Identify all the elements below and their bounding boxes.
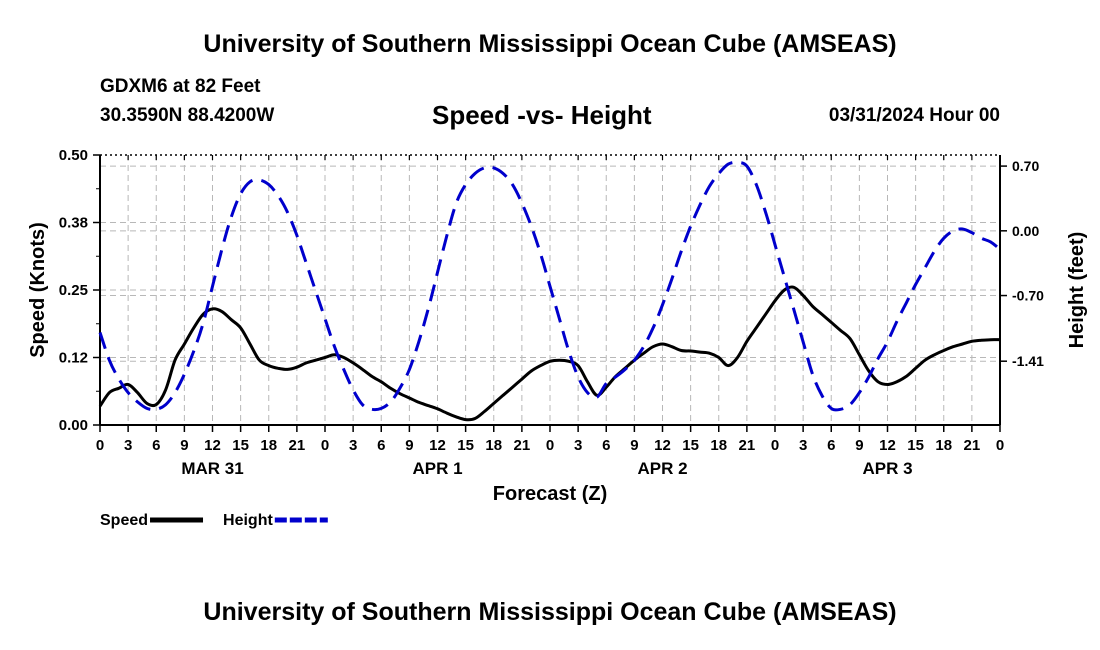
y2-tick-label: -0.70 <box>1012 288 1044 304</box>
chart-title: Speed -vs- Height <box>432 100 652 130</box>
y-axis-title: Speed (Knots) <box>27 222 49 358</box>
series-line-height <box>98 160 1001 412</box>
page-title: University of Southern Mississippi Ocean… <box>203 30 897 58</box>
x-tick-label: 9 <box>630 437 638 454</box>
x-tick-label: 3 <box>799 437 807 454</box>
x-tick-label: 6 <box>827 437 835 454</box>
y-tick-label: 0.38 <box>59 215 88 232</box>
x-tick-label: 15 <box>457 437 474 454</box>
x-tick-label: 21 <box>289 437 306 454</box>
x-tick-label: 12 <box>654 437 671 454</box>
forecast-date: 03/31/2024 Hour 00 <box>828 105 1000 126</box>
x-tick-label: 3 <box>574 437 582 454</box>
y-tick-label: 0.00 <box>59 417 88 434</box>
legend-label-speed: Speed <box>100 512 148 529</box>
y-tick-label: 0.12 <box>59 350 88 367</box>
x-tick-label: 0 <box>321 437 329 454</box>
x-tick-label: 18 <box>260 437 277 454</box>
x-tick-label: 6 <box>152 437 160 454</box>
y2-tick-label: 0.00 <box>1012 223 1039 239</box>
series-line-speed <box>98 285 1001 422</box>
x-tick-label: 0 <box>996 437 1004 454</box>
day-label: APR 1 <box>412 459 462 478</box>
day-label: APR 3 <box>862 459 912 478</box>
x-tick-label: 3 <box>349 437 357 454</box>
day-label: MAR 31 <box>181 459 243 478</box>
y2-axis-title: Height (feet) <box>1066 232 1088 349</box>
x-tick-label: 18 <box>935 437 952 454</box>
x-tick-label: 9 <box>855 437 863 454</box>
legend-label-height: Height <box>223 512 273 529</box>
y2-tick-label: -1.41 <box>1012 353 1044 369</box>
y-tick-label: 0.25 <box>59 282 88 299</box>
footer-title: University of Southern Mississippi Ocean… <box>203 598 897 626</box>
x-tick-label: 3 <box>124 437 132 454</box>
day-label: APR 2 <box>637 459 687 478</box>
x-tick-label: 21 <box>514 437 531 454</box>
x-tick-label: 6 <box>602 437 610 454</box>
x-tick-label: 9 <box>405 437 413 454</box>
x-tick-label: 12 <box>429 437 446 454</box>
x-tick-label: 21 <box>964 437 981 454</box>
x-tick-label: 0 <box>771 437 779 454</box>
x-tick-label: 21 <box>739 437 756 454</box>
x-tick-label: 0 <box>96 437 104 454</box>
y2-tick-label: 0.70 <box>1012 158 1039 174</box>
x-tick-label: 12 <box>204 437 221 454</box>
station-label: GDXM6 at 82 Feet <box>100 76 261 97</box>
x-tick-label: 15 <box>907 437 924 454</box>
x-tick-label: 6 <box>377 437 385 454</box>
y-tick-label: 0.50 <box>59 147 88 164</box>
x-tick-label: 18 <box>710 437 727 454</box>
x-axis-title: Forecast (Z) <box>493 483 607 505</box>
x-tick-label: 18 <box>485 437 502 454</box>
x-tick-label: 9 <box>180 437 188 454</box>
x-tick-label: 12 <box>879 437 896 454</box>
x-tick-label: 15 <box>682 437 699 454</box>
x-tick-label: 0 <box>546 437 554 454</box>
coordinates-label: 30.3590N 88.4200W <box>100 105 275 126</box>
x-tick-label: 15 <box>232 437 249 454</box>
